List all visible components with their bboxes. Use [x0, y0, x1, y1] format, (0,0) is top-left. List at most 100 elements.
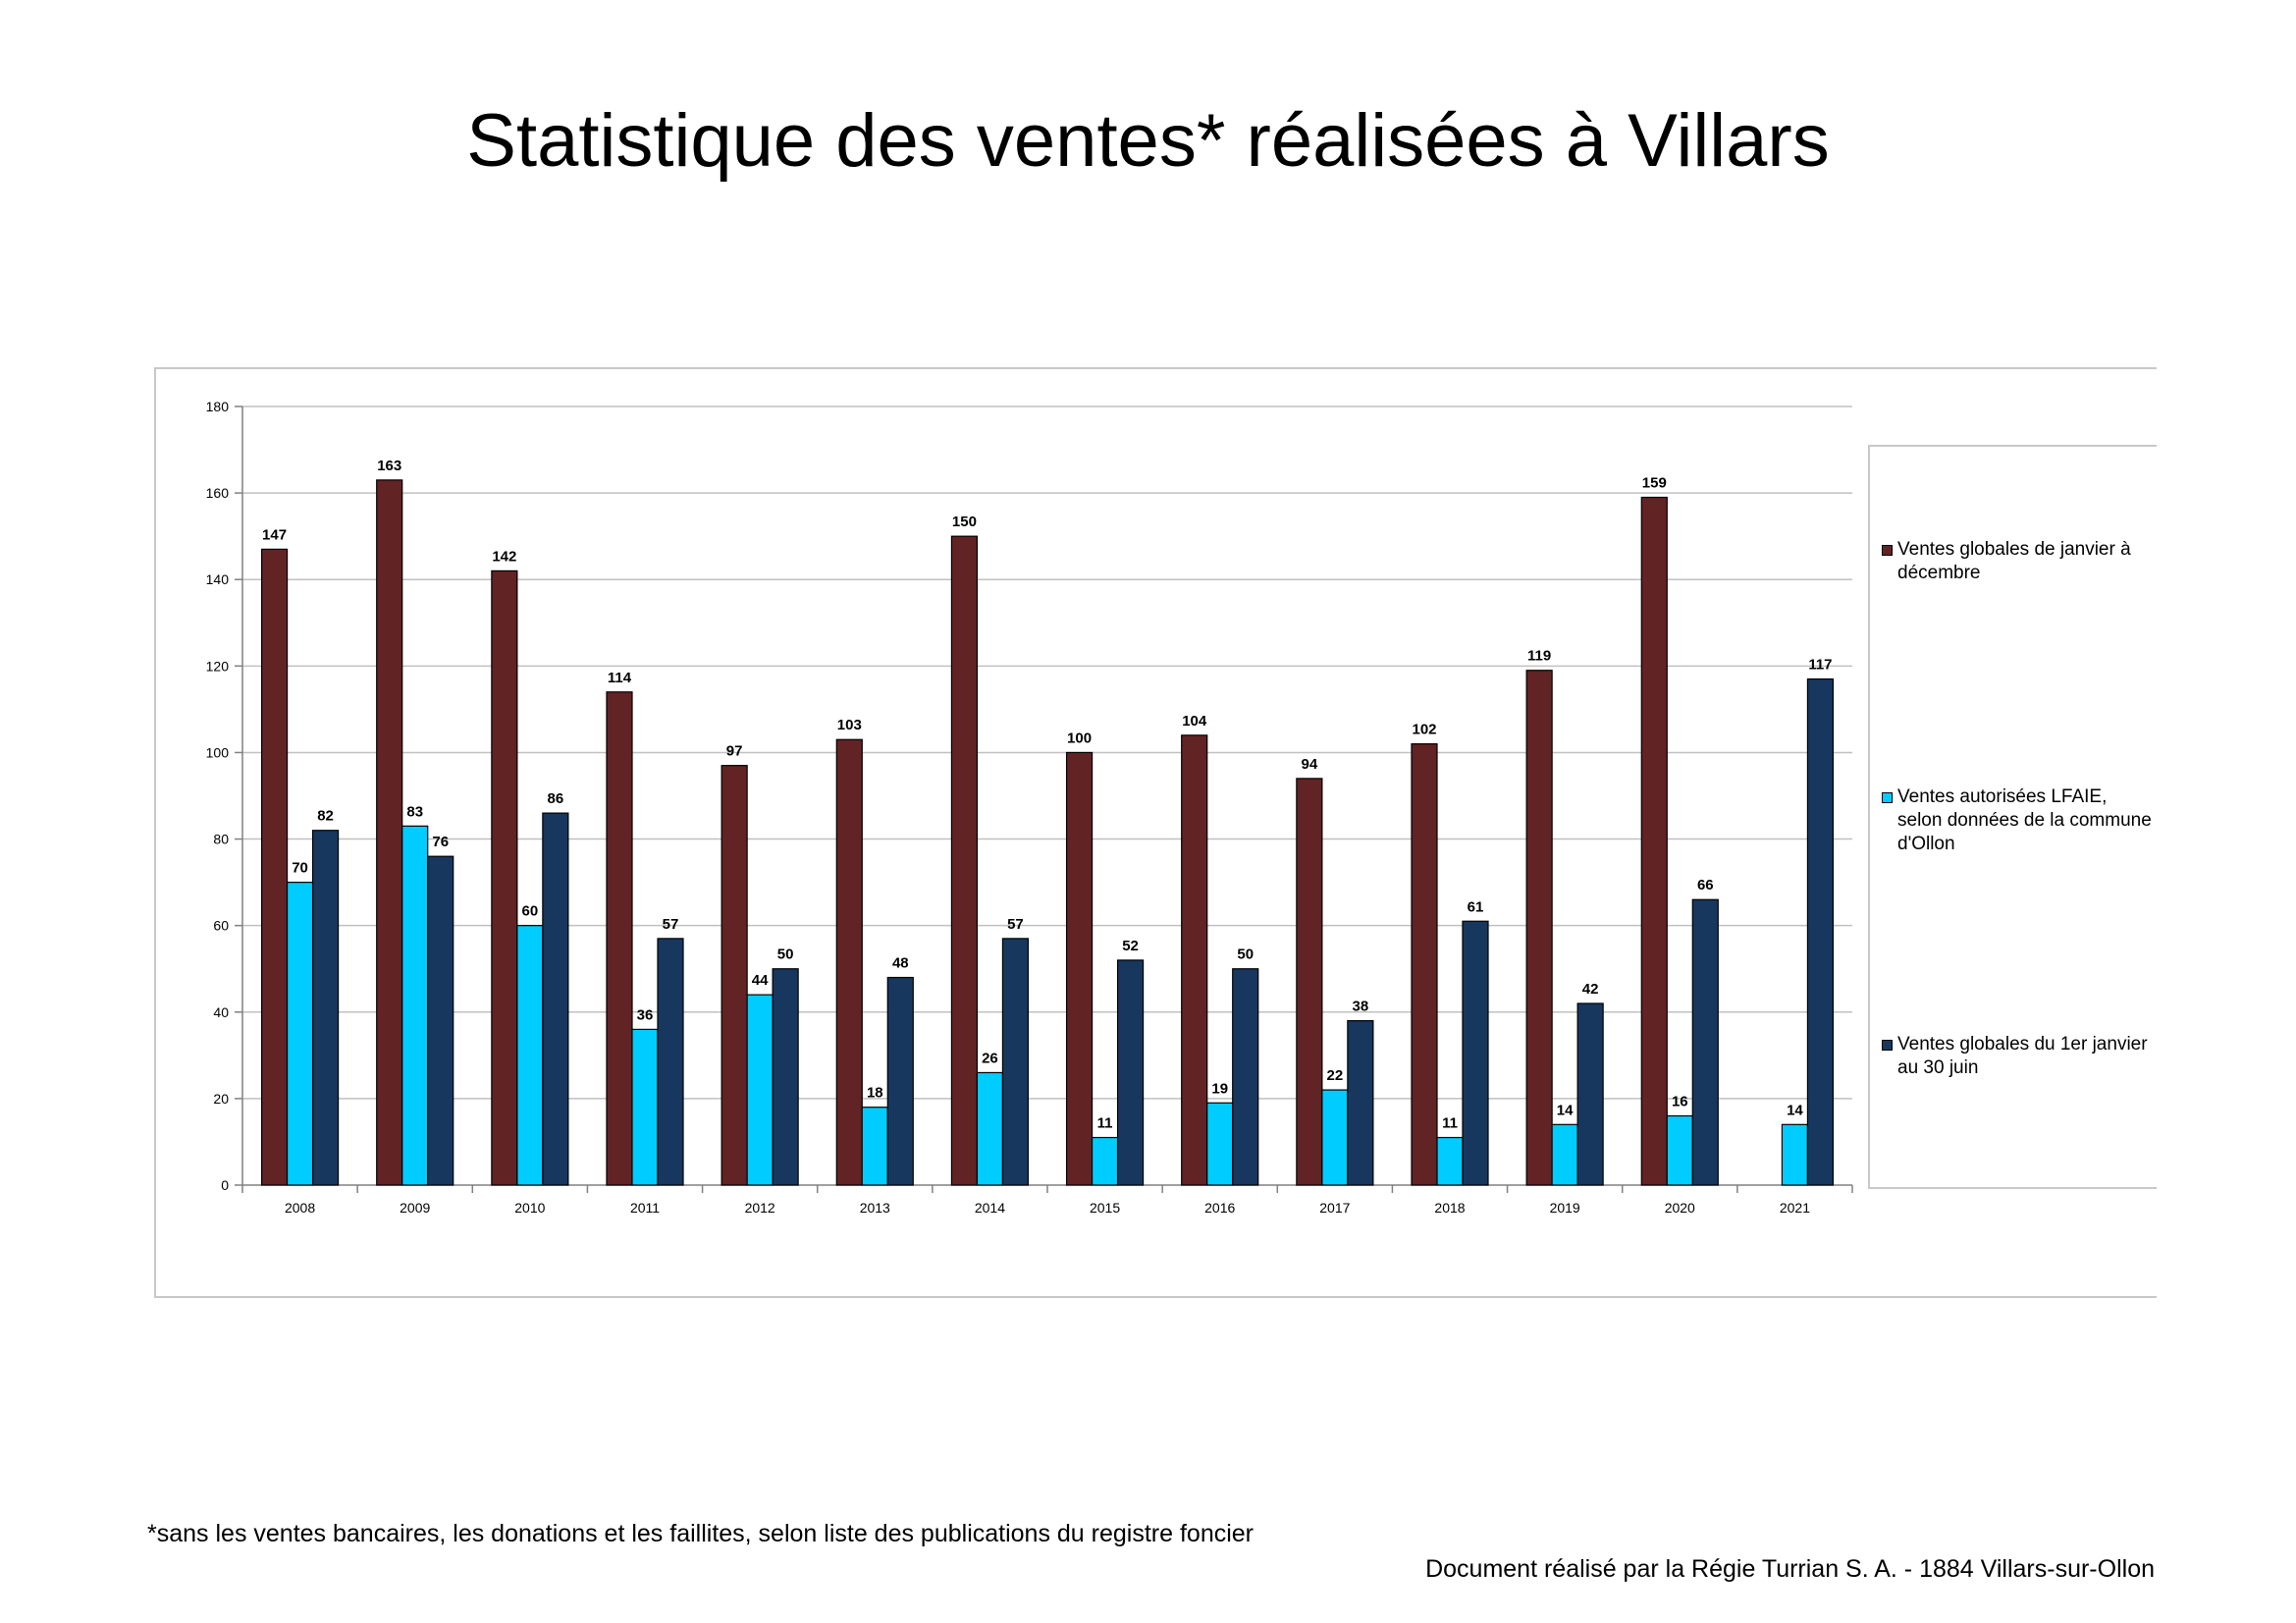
x-tick-label-2016: 2016 [1204, 1200, 1235, 1216]
data-label-2016-s2: 19 [1211, 1080, 1228, 1097]
data-label-2020-s2: 16 [1672, 1094, 1688, 1110]
data-label-2018-s2: 11 [1442, 1115, 1458, 1132]
bar-2017-s2 [1321, 1089, 1349, 1186]
data-label-2010-s1: 142 [492, 548, 516, 565]
bar-2020-s3 [1691, 898, 1719, 1186]
legend-swatch-ventes-semestre [1882, 1040, 1893, 1051]
x-tick-label-2012: 2012 [745, 1200, 775, 1216]
data-label-2008-s3: 82 [317, 808, 334, 825]
legend-label-ventes-semestre: Ventes globales du 1er janvier au 30 jui… [1897, 1034, 2148, 1078]
bar-2014-s2 [976, 1071, 1004, 1186]
bar-2019-s1 [1525, 670, 1553, 1186]
y-tick-label-140: 140 [206, 571, 230, 587]
bar-2008-s2 [286, 882, 314, 1186]
data-label-2015-s3: 52 [1122, 938, 1139, 954]
data-label-2017-s2: 22 [1327, 1067, 1344, 1084]
data-label-2018-s1: 102 [1412, 722, 1436, 738]
bar-2011-s2 [631, 1028, 659, 1186]
data-label-2008-s2: 70 [292, 860, 308, 877]
legend-item-ventes-lfaie: Ventes autorisées LFAIE, selon données d… [1882, 785, 2157, 856]
bar-2020-s2 [1666, 1114, 1693, 1186]
legend-item-ventes-globales: Ventes globales de janvier à décembre [1882, 538, 2157, 585]
data-label-2020-s1: 159 [1642, 475, 1667, 492]
data-label-2014-s2: 26 [982, 1050, 998, 1066]
x-tick-label-2021: 2021 [1780, 1200, 1810, 1216]
bar-2011-s1 [606, 691, 633, 1186]
bar-2017-s3 [1347, 1019, 1374, 1186]
bar-2020-s1 [1640, 496, 1668, 1186]
data-label-2012-s3: 50 [777, 947, 794, 963]
bar-2012-s2 [746, 994, 774, 1186]
bar-2017-s1 [1296, 778, 1323, 1186]
bar-2010-s2 [516, 925, 544, 1186]
data-label-2011-s3: 57 [663, 916, 679, 933]
data-label-2009-s1: 163 [377, 458, 401, 474]
data-label-2019-s2: 14 [1557, 1102, 1574, 1118]
data-label-2021-s3: 117 [1808, 657, 1832, 674]
x-tick-label-2010: 2010 [514, 1200, 545, 1216]
bars [260, 479, 1835, 1186]
data-label-2009-s2: 83 [406, 803, 423, 820]
bar-2013-s2 [861, 1107, 888, 1186]
bar-2008-s3 [311, 830, 340, 1186]
data-label-2013-s3: 48 [892, 955, 909, 972]
data-label-2011-s1: 114 [608, 670, 632, 686]
bar-2013-s1 [835, 738, 863, 1186]
data-label-2012-s2: 44 [752, 972, 769, 989]
bar-2014-s3 [1001, 938, 1030, 1186]
bar-2012-s3 [772, 968, 799, 1186]
y-tick-label-120: 120 [206, 658, 230, 674]
data-label-2018-s3: 61 [1468, 898, 1484, 915]
bar-2015-s1 [1065, 751, 1094, 1186]
legend: Ventes globales de janvier à décembre Ve… [1868, 445, 2157, 1189]
x-tick-label-2009: 2009 [400, 1200, 430, 1216]
bar-2013-s3 [886, 976, 914, 1186]
y-tick-label-20: 20 [213, 1091, 229, 1107]
data-label-2015-s1: 100 [1067, 730, 1092, 746]
bar-2018-s1 [1411, 743, 1438, 1186]
data-label-2017-s3: 38 [1353, 999, 1369, 1015]
data-label-2021-s2: 14 [1787, 1102, 1803, 1118]
x-tick-label-2019: 2019 [1550, 1200, 1580, 1216]
bar-2019-s3 [1576, 1002, 1604, 1186]
x-tick-label-2008: 2008 [285, 1200, 315, 1216]
data-label-2012-s1: 97 [726, 743, 743, 760]
legend-swatch-ventes-globales [1882, 545, 1893, 556]
x-tick-label-2011: 2011 [630, 1200, 660, 1216]
x-tick-label-2015: 2015 [1090, 1200, 1120, 1216]
data-label-2019-s3: 42 [1582, 981, 1599, 998]
x-tick-label-2020: 2020 [1665, 1200, 1695, 1216]
credit-line: Document réalisé par la Régie Turrian S.… [1425, 1555, 2155, 1583]
x-tick-label-2017: 2017 [1319, 1200, 1350, 1216]
bar-2009-s2 [401, 825, 429, 1186]
bar-2014-s1 [950, 535, 979, 1186]
bar-2015-s2 [1091, 1136, 1119, 1186]
legend-label-ventes-lfaie: Ventes autorisées LFAIE, selon données d… [1897, 786, 2152, 854]
data-label-2013-s1: 103 [837, 717, 862, 733]
bar-2018-s3 [1462, 920, 1489, 1186]
y-tick-label-60: 60 [213, 918, 229, 934]
x-tick-label-2014: 2014 [975, 1200, 1005, 1216]
y-tick-label-0: 0 [221, 1177, 229, 1193]
bar-2009-s3 [427, 855, 454, 1186]
y-tick-label-40: 40 [213, 1004, 229, 1020]
legend-item-ventes-semestre: Ventes globales du 1er janvier au 30 jui… [1882, 1033, 2157, 1080]
data-label-2020-s3: 66 [1697, 877, 1714, 893]
data-label-2009-s3: 76 [432, 834, 449, 850]
y-tick-label-80: 80 [213, 832, 229, 847]
y-tick-label-180: 180 [206, 399, 230, 414]
bar-2015-s3 [1116, 959, 1145, 1186]
bar-2019-s2 [1551, 1123, 1578, 1186]
footnote: *sans les ventes bancaires, les donation… [147, 1520, 1255, 1547]
data-label-2016-s3: 50 [1237, 947, 1254, 963]
legend-swatch-ventes-lfaie [1882, 792, 1893, 803]
bar-2011-s3 [657, 938, 684, 1186]
bar-2010-s1 [491, 569, 518, 1186]
bar-2010-s3 [542, 812, 569, 1186]
data-label-2014-s3: 57 [1007, 916, 1024, 933]
bar-2016-s3 [1232, 968, 1259, 1186]
gridlines [242, 406, 1852, 1100]
data-labels: 147 163 142 114 97 103 150 100 104 94 102 119 159 70 8… [262, 458, 1832, 1132]
bar-2012-s1 [721, 765, 748, 1186]
data-label-2016-s1: 104 [1182, 713, 1207, 730]
